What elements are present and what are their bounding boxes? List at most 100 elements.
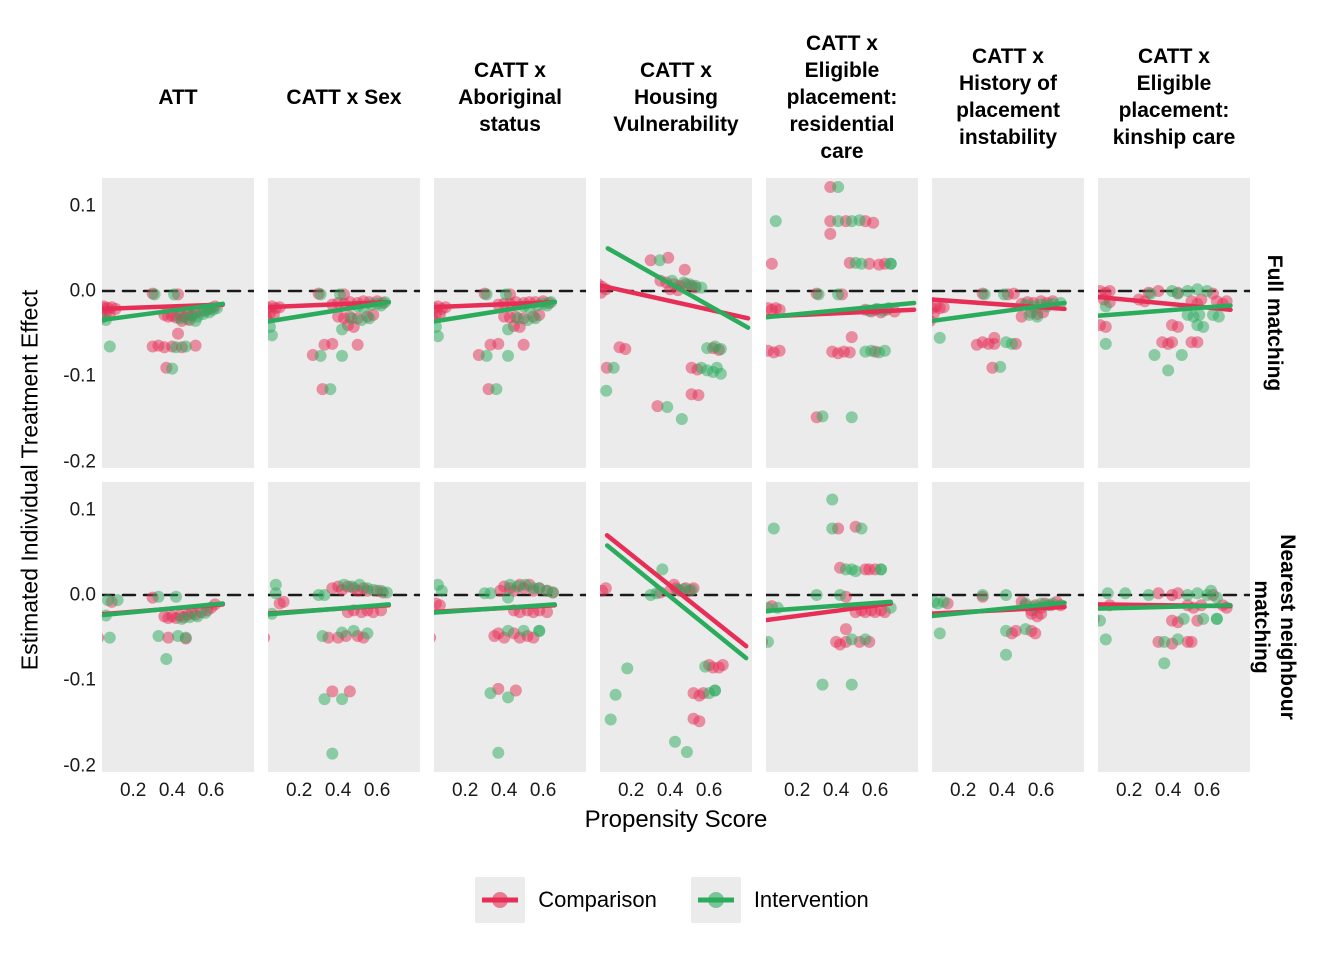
facet-col-header: CATT x History of placement instability — [956, 45, 1060, 149]
scatter-point — [318, 693, 331, 706]
scatter-point — [1000, 589, 1013, 602]
trend-line — [102, 601, 226, 618]
scatter-point — [434, 633, 437, 643]
scatter-point — [314, 349, 327, 362]
scatter-point — [976, 589, 989, 602]
scatter-point — [318, 589, 331, 602]
scatter-point — [533, 624, 546, 637]
scatter-point — [845, 678, 858, 691]
scatter-point — [834, 589, 847, 602]
scatter-point — [714, 367, 727, 380]
legend-glyph-icon — [697, 892, 734, 908]
scatter-point — [994, 360, 1007, 373]
scatter-point — [502, 591, 515, 604]
scatter-point — [843, 346, 856, 359]
scatter-point — [492, 746, 505, 759]
scatter-point — [600, 582, 612, 595]
scatter-point — [978, 288, 991, 301]
y-tick-label: -0.2 — [63, 755, 96, 777]
scatter-point — [933, 627, 946, 640]
scatter-point — [1158, 657, 1171, 670]
scatter-point — [699, 660, 712, 673]
trend-line — [268, 299, 392, 324]
scatter-point — [988, 331, 1001, 344]
scatter-point — [152, 629, 165, 642]
scatter-point — [268, 329, 278, 342]
panel-canvas — [766, 180, 918, 424]
scatter-point — [1166, 336, 1179, 349]
scatter-point — [484, 687, 497, 700]
facet-col-header: CATT x Eligible placement: kinship care — [1112, 45, 1236, 149]
x-tick-label: 0.4 — [656, 780, 684, 801]
scatter-point — [1119, 587, 1132, 600]
legend-glyph-icon — [482, 892, 519, 908]
scatter-point — [316, 629, 329, 642]
trend-line — [434, 299, 558, 310]
x-tick-label: 0.4 — [490, 780, 518, 801]
facet-panel-r0-c3 — [600, 178, 752, 468]
scatter-point — [685, 583, 698, 596]
facet-col-header: ATT — [158, 85, 198, 109]
scatter-point — [189, 314, 202, 327]
y-tick-label: -0.2 — [63, 451, 96, 473]
scatter-point — [816, 678, 829, 691]
scatter-point — [680, 745, 693, 758]
x-tick-label: 0.2 — [119, 780, 147, 801]
scatter-point — [832, 215, 845, 228]
scatter-point — [326, 747, 339, 760]
scatter-point — [1162, 364, 1175, 377]
scatter-point — [170, 590, 183, 603]
scatter-point — [1191, 283, 1204, 296]
scatter-point — [773, 344, 786, 357]
panel-canvas — [434, 287, 586, 396]
scatter-point — [160, 652, 173, 665]
x-tick-label: 0.6 — [861, 780, 889, 801]
scatter-point — [810, 589, 823, 602]
scatter-point — [434, 330, 444, 343]
x-tick-label: 0.2 — [1115, 780, 1143, 801]
scatter-point — [1191, 587, 1204, 600]
scatter-point — [653, 254, 666, 267]
trend-line — [766, 300, 917, 320]
scatter-point — [826, 522, 839, 535]
scatter-point — [832, 180, 845, 193]
scatter-point — [1031, 310, 1044, 323]
facet-col-header: CATT x Sex — [286, 85, 402, 109]
facet-panel-r1-c0 — [102, 482, 254, 772]
x-tick-label: 0.2 — [451, 780, 479, 801]
panel-canvas — [102, 590, 254, 665]
scatter-point — [692, 389, 705, 402]
scatter-point — [480, 288, 493, 301]
scatter-point — [859, 633, 872, 646]
scatter-point — [152, 590, 165, 603]
y-tick-label: 0.0 — [69, 280, 96, 302]
facet-panel-r0-c0 — [102, 178, 254, 468]
scatter-point — [1152, 587, 1165, 600]
trend-line — [604, 533, 749, 649]
scatter-point — [343, 685, 356, 698]
legend-item: Comparison — [475, 877, 657, 923]
scatter-point — [1019, 623, 1032, 636]
legend-item: Intervention — [690, 877, 869, 923]
scatter-point — [874, 563, 887, 576]
scatter-point — [832, 288, 845, 301]
scatter-point — [1148, 348, 1161, 361]
scatter-point — [884, 257, 897, 270]
scatter-point — [1171, 287, 1184, 300]
trend-line — [604, 543, 749, 661]
scatter-point — [932, 307, 940, 320]
scatter-point — [336, 349, 349, 362]
scatter-point — [607, 361, 620, 374]
x-tick-label: 0.2 — [285, 780, 313, 801]
scatter-point — [644, 254, 657, 267]
scatter-point — [172, 327, 184, 340]
scatter-point — [1201, 285, 1214, 298]
scatter-point — [937, 595, 950, 608]
facet-panel-r1-c6 — [1098, 482, 1250, 772]
scatter-point — [351, 338, 364, 351]
y-tick-label: 0.1 — [69, 499, 96, 521]
scatter-point — [1000, 648, 1013, 661]
scatter-point — [502, 691, 515, 704]
facet-panel-r1-c5 — [932, 482, 1084, 772]
scatter-point — [1210, 612, 1223, 625]
